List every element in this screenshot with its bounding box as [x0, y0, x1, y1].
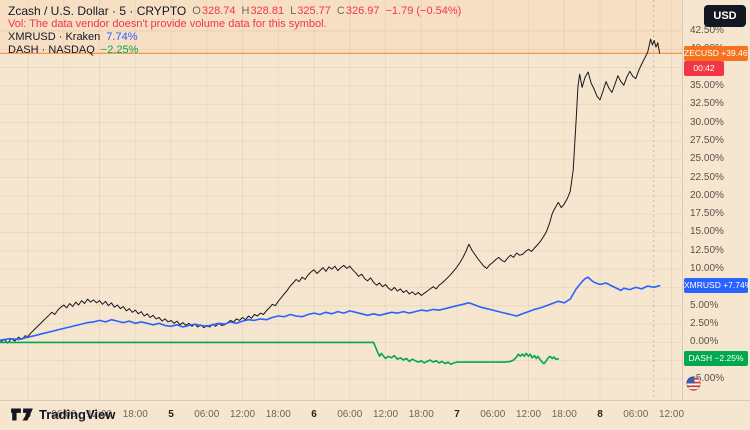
time-axis-tick: 18:00 [408, 409, 434, 420]
close-label: C [336, 5, 345, 17]
tradingview-brand[interactable]: TradingView [10, 407, 115, 422]
open-label: O [192, 5, 201, 17]
series-xmrusd-line [0, 276, 661, 342]
above-price-band [0, 0, 682, 54]
time-axis-tick: 18:00 [265, 409, 291, 420]
symbol-title[interactable]: Zcash / U.S. Dollar · 5 · CRYPTO [8, 4, 187, 18]
price-axis-labels: 42.50%40.00%37.50%35.00%32.50%30.00%27.5… [683, 0, 750, 400]
price-axis-tick: 20.00% [690, 189, 724, 201]
time-axis-tick: 06:00 [480, 409, 506, 420]
price-axis-tick: 22.50% [690, 171, 724, 183]
chart-plot-area[interactable] [0, 0, 682, 400]
chart-legend: Zcash / U.S. Dollar · 5 · CRYPTO O328.74… [8, 5, 461, 57]
price-axis-tick: 15.00% [690, 226, 724, 238]
open-value: 328.74 [201, 5, 236, 17]
time-axis[interactable]: TradingView 406:0012:0018:00506:0012:001… [0, 400, 750, 430]
ohlc-low: L325.77 [290, 5, 331, 18]
time-axis-tick: 18:00 [551, 409, 577, 420]
time-axis-tick: 12:00 [658, 409, 685, 420]
price-axis-tick: 35.00% [690, 79, 724, 91]
close-value: 326.97 [345, 5, 380, 17]
compare-name-xmrusd: XMRUSD · Kraken [8, 31, 101, 43]
bar-close-countdown: 00:42 [684, 61, 724, 77]
price-axis-tick: 10.00% [690, 263, 724, 275]
price-axis-tick: 25.00% [690, 153, 724, 165]
price-axis-tick: 17.50% [690, 208, 724, 220]
price-axis-tick: −5.00% [690, 373, 725, 384]
price-change: −1.79 (−0.54%) [385, 5, 462, 17]
time-axis-tick: 12:00 [86, 409, 113, 420]
series-dash-line [0, 341, 560, 366]
price-axis-tick: 27.50% [690, 134, 724, 146]
high-value: 328.81 [250, 5, 285, 17]
low-label: L [290, 5, 297, 17]
high-label: H [241, 5, 250, 17]
price-axis-tick: 0.00% [690, 336, 719, 348]
price-label-dash: DASH −2.25% [684, 351, 748, 367]
price-axis-tick: 12.50% [690, 244, 724, 256]
time-axis-tick: 5 [168, 409, 174, 420]
price-axis[interactable]: USD 42.50%40.00%37.50%35.00%32.50%30.00%… [682, 0, 750, 400]
price-label-zecusd: ZECUSD +39.46% [684, 45, 748, 61]
price-axis-tick: 32.50% [690, 98, 724, 110]
time-axis-tick: 06:00 [623, 409, 649, 420]
price-axis-tick: 42.50% [690, 25, 724, 36]
low-value: 325.77 [297, 5, 331, 17]
compare-row-dash[interactable]: DASH · NASDAQ −2.25% [8, 44, 461, 57]
tradingview-wordmark: TradingView [39, 407, 116, 422]
chart-canvas [0, 0, 682, 400]
price-label-xmrusd: XMRUSD +7.74% [684, 278, 748, 294]
time-axis-tick: 06:00 [337, 409, 363, 420]
economic-event-flag-icon[interactable] [686, 376, 701, 396]
compare-value-xmrusd: 7.74% [106, 31, 138, 43]
series-zecusd-line [0, 38, 661, 344]
compare-row-xmrusd[interactable]: XMRUSD · Kraken 7.74% [8, 31, 461, 44]
us-flag-icon [686, 376, 701, 391]
volume-note: Vol: The data vendor doesn't provide vol… [8, 18, 327, 30]
ohlc-high: H328.81 [241, 5, 284, 18]
tradingview-logo-icon [11, 408, 33, 421]
price-axis-tick: 5.00% [690, 299, 719, 311]
time-axis-tick: 06:00 [51, 409, 77, 420]
time-axis-tick: 8 [597, 409, 603, 420]
price-axis-tick: 30.00% [690, 116, 724, 128]
compare-name-dash: DASH · NASDAQ [8, 44, 95, 56]
time-axis-tick: 06:00 [194, 409, 220, 420]
time-axis-tick: 6 [311, 409, 317, 420]
currency-unit-button[interactable]: USD [704, 5, 746, 27]
ohlc-close: C326.97 [337, 5, 380, 18]
ohlc-open: O328.74 [192, 5, 235, 18]
time-axis-tick: 7 [454, 409, 460, 420]
time-axis-tick: 12:00 [515, 409, 542, 420]
time-axis-tick: 18:00 [122, 409, 148, 420]
time-axis-tick: 12:00 [372, 409, 399, 420]
compare-value-dash: −2.25% [100, 44, 139, 56]
price-axis-tick: 2.50% [690, 318, 719, 330]
time-axis-tick: 12:00 [229, 409, 256, 420]
symbol-row: Zcash / U.S. Dollar · 5 · CRYPTO O328.74… [8, 5, 461, 18]
